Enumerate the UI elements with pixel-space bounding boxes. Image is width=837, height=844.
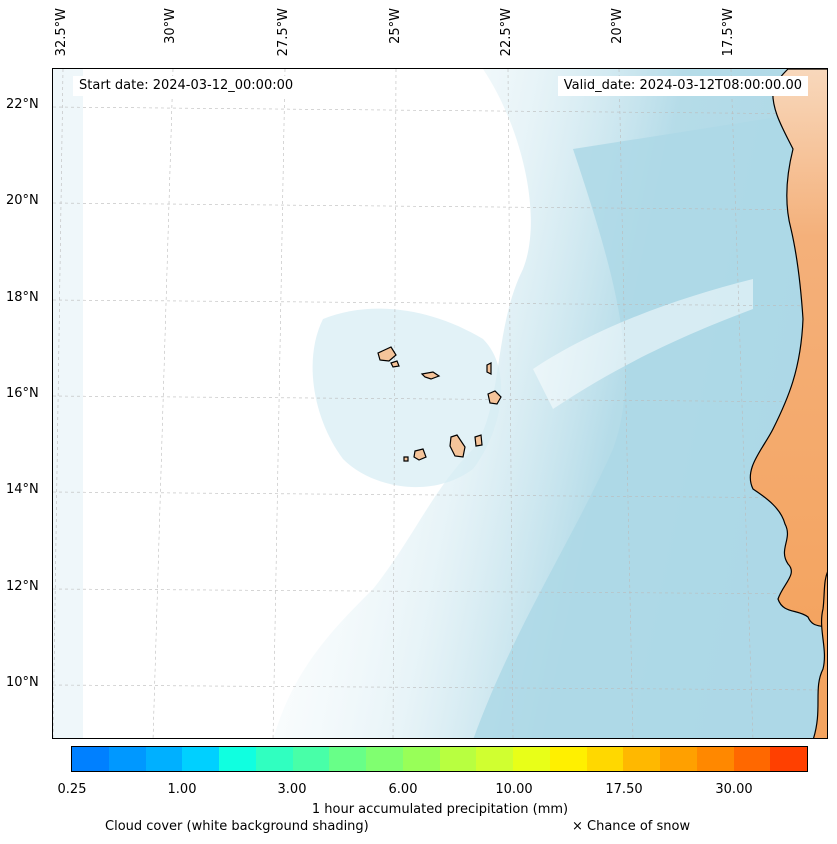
- start-date-label: Start date: 2024-03-12_00:00:00: [73, 76, 300, 96]
- lon-label-25w: 25°W: [388, 8, 403, 44]
- lat-label-16n: 16°N: [6, 386, 39, 401]
- land-africa: [749, 69, 827, 629]
- colorbar-tick-17-50: 17.50: [605, 782, 643, 797]
- cape-verde-islands: [377, 346, 502, 462]
- colorbar-tick-6-00: 6.00: [388, 782, 418, 797]
- colorbar-label: 1 hour accumulated precipitation (mm): [311, 802, 569, 817]
- colorbar-tick-30-00: 30.00: [715, 782, 753, 797]
- island-sao-nicolau: [420, 371, 441, 380]
- colorbar-segment: [219, 747, 256, 771]
- colorbar-segment: [513, 747, 550, 771]
- island-fogo: [413, 448, 427, 461]
- colorbar-segment: [733, 747, 771, 771]
- island-sao-vicente: [390, 360, 400, 368]
- lon-label-27-5w: 27.5°W: [276, 8, 291, 57]
- lat-label-12n: 12°N: [6, 579, 39, 594]
- cloud-streak: [533, 279, 753, 409]
- island-santo-antao: [377, 346, 397, 362]
- colorbar-segment: [660, 747, 697, 771]
- colorbar-segment: [586, 747, 624, 771]
- colorbar-segment: [770, 747, 807, 771]
- lat-label-22n: 22°N: [6, 97, 39, 112]
- colorbar-segment: [292, 747, 330, 771]
- island-maio: [474, 434, 483, 447]
- precipitation-colorbar: [71, 746, 808, 772]
- colorbar-segment: [366, 747, 403, 771]
- cloud-cover-note: Cloud cover (white background shading): [105, 819, 369, 834]
- island-sal: [486, 362, 492, 375]
- colorbar-tick-10-00: 10.00: [495, 782, 533, 797]
- colorbar-segment: [549, 747, 587, 771]
- colorbar-segment: [696, 747, 734, 771]
- island-santiago: [449, 434, 466, 458]
- lat-label-18n: 18°N: [6, 290, 39, 305]
- colorbar-segment: [108, 747, 146, 771]
- colorbar-tick-3-00: 3.00: [277, 782, 307, 797]
- cloud-mass-southeast: [473, 109, 827, 738]
- colorbar-segment: [439, 747, 477, 771]
- lon-label-17-5w: 17.5°W: [721, 8, 736, 57]
- snow-chance-note: × Chance of snow: [572, 819, 691, 834]
- colorbar-segment: [329, 747, 366, 771]
- lon-label-30w: 30°W: [163, 8, 178, 44]
- colorbar-segment: [255, 747, 293, 771]
- graticule: [53, 69, 827, 738]
- lat-label-20n: 20°N: [6, 193, 39, 208]
- map-canvas: [53, 69, 827, 738]
- land-africa-south: [812, 571, 827, 738]
- colorbar-segment: [476, 747, 513, 771]
- lat-label-14n: 14°N: [6, 482, 39, 497]
- colorbar-segment: [72, 747, 109, 771]
- cloud-strip-west: [53, 69, 83, 738]
- lon-label-20w: 20°W: [610, 8, 625, 44]
- colorbar-segment: [145, 747, 183, 771]
- colorbar-tick-1-00: 1.00: [167, 782, 197, 797]
- valid-date-label: Valid_date: 2024-03-12T08:00:00.00: [557, 76, 808, 96]
- map-area: [52, 68, 828, 739]
- colorbar-segment: [623, 747, 660, 771]
- island-boa-vista: [487, 390, 502, 405]
- colorbar-segment: [402, 747, 440, 771]
- colorbar-tick-0-25: 0.25: [57, 782, 87, 797]
- lat-label-10n: 10°N: [6, 675, 39, 690]
- lon-label-22-5w: 22.5°W: [499, 8, 514, 57]
- island-brava: [403, 456, 409, 462]
- colorbar-segment: [182, 747, 219, 771]
- lon-label-32-5w: 32.5°W: [54, 8, 69, 57]
